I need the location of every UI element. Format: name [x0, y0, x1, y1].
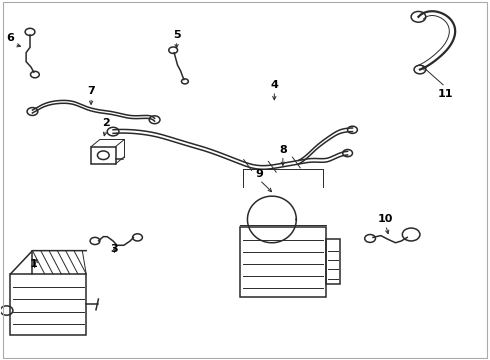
Text: 3: 3 — [110, 244, 118, 254]
Text: 6: 6 — [6, 33, 14, 43]
Text: 2: 2 — [102, 118, 110, 129]
Text: 10: 10 — [378, 214, 393, 224]
Text: 11: 11 — [438, 89, 453, 99]
Text: 1: 1 — [30, 259, 38, 269]
Bar — [326, 239, 340, 284]
Bar — [10, 274, 86, 335]
Text: 7: 7 — [87, 86, 95, 96]
Text: 4: 4 — [270, 80, 278, 90]
Bar — [240, 226, 326, 297]
Text: 8: 8 — [279, 144, 287, 154]
Text: 5: 5 — [173, 30, 180, 40]
Text: 9: 9 — [256, 169, 264, 179]
Bar — [91, 147, 116, 164]
